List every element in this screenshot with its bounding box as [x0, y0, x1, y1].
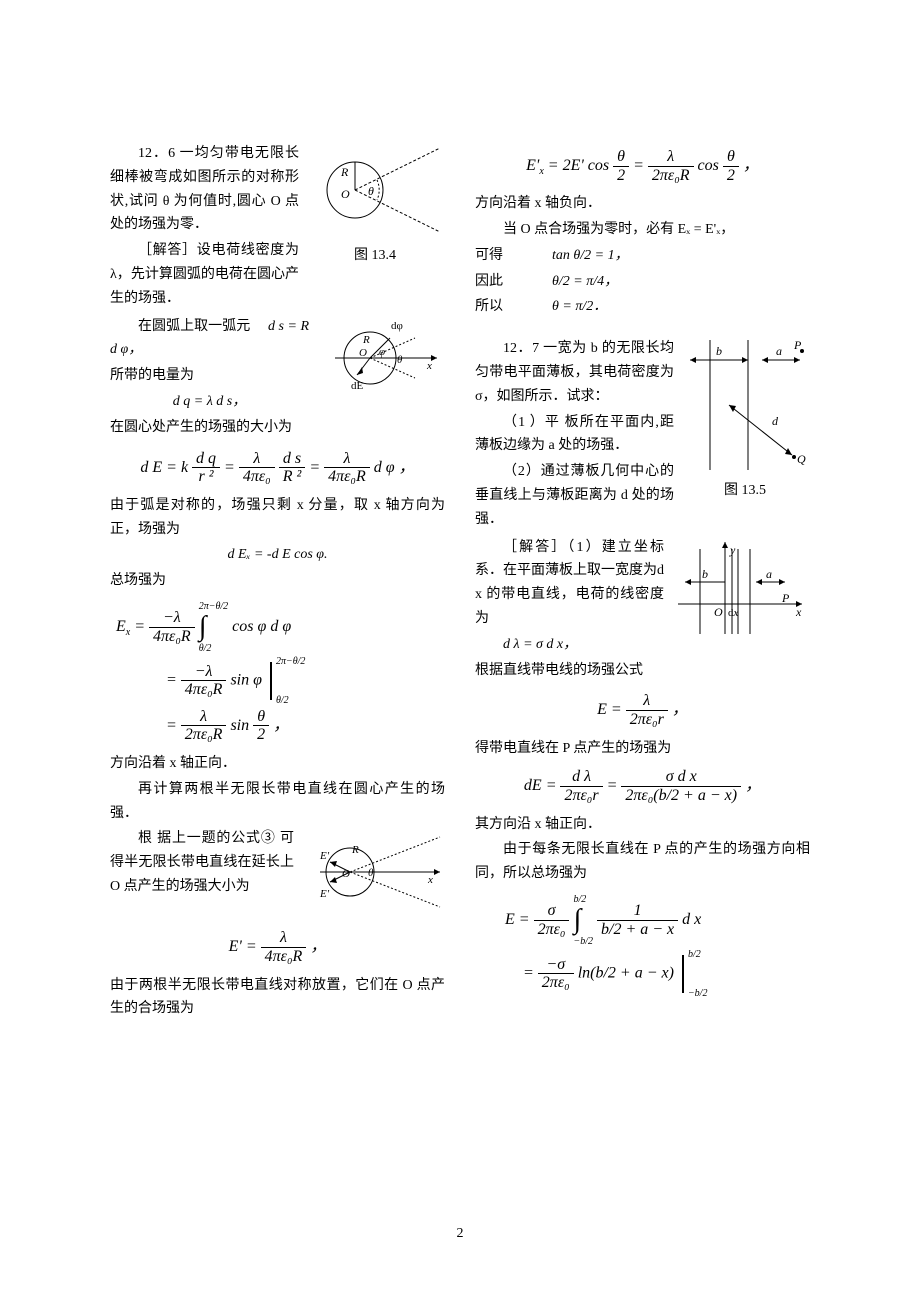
svg-text:φ: φ — [379, 346, 385, 358]
svg-text:y: y — [729, 543, 736, 557]
page-number: 2 — [457, 1226, 464, 1242]
result-theta2: 因此 θ/2 = π/4， — [475, 270, 810, 294]
figure-arc-element: R O φ θ x dφ dE — [315, 313, 445, 403]
svg-text:θ: θ — [368, 867, 374, 879]
svg-text:R: R — [362, 334, 370, 346]
svg-text:P: P — [793, 338, 802, 352]
svg-text:R: R — [351, 844, 359, 856]
svg-text:dE: dE — [351, 380, 364, 392]
lines-intro: 再计算两根半无限长带电直线在圆心产生的场强． — [110, 778, 445, 826]
svg-text:R: R — [340, 165, 349, 179]
fig-13-4-caption: 图 13.4 — [305, 244, 445, 264]
result-tan: 可得 tan θ/2 = 1， — [475, 244, 810, 268]
svg-text:Q: Q — [797, 452, 806, 466]
figure-lines: R O θ x E' E' — [300, 827, 445, 917]
svg-text:a: a — [776, 344, 782, 358]
result-theta: 所以 θ = π/2． — [475, 295, 810, 319]
atP-intro: 得带电直线在 P 点产生的场强为 — [475, 737, 810, 761]
svg-text:O: O — [342, 868, 350, 880]
zero-cond: 当 O 点合场强为零时，必有 Eₓ = E'ₓ， — [475, 218, 810, 242]
Ex-line3: = λ2πε₀R sin θ2 ， — [110, 708, 445, 744]
field-intro: 在圆心处产生的场强的大小为 — [110, 416, 445, 440]
dir3: 其方向沿 x 轴正向． — [475, 813, 810, 837]
dE-P-eq: dE = d λ2πε₀r = σ d x2πε₀(b/2 + a − x) ， — [475, 768, 810, 804]
svg-text:P: P — [781, 591, 790, 605]
svg-text:O: O — [714, 605, 723, 619]
svg-text:x: x — [795, 605, 802, 619]
Ex-line2: = −λ4πε₀R sin φ 2π−θ/2θ/2 — [110, 662, 445, 700]
svg-text:x: x — [427, 874, 433, 886]
fig-13-5-caption: 图 13.5 — [680, 479, 810, 499]
svg-text:E': E' — [319, 888, 330, 900]
svg-text:a: a — [766, 567, 772, 581]
left-column: R O θ 图 13.4 12．6 一均匀带电无限长细棒被弯成如图所示的对称形状… — [110, 140, 445, 1023]
svg-text:x: x — [426, 360, 432, 372]
right-column: E'x = 2E' cos θ2 = λ2πε₀R cos θ2 ， 方向沿着 … — [475, 140, 810, 1023]
svg-text:b: b — [716, 344, 722, 358]
svg-text:O: O — [341, 187, 350, 201]
svg-text:θ: θ — [397, 354, 403, 366]
figure-13-4: R O θ 图 13.4 — [305, 140, 445, 274]
svg-text:θ: θ — [368, 184, 374, 198]
line-field-intro: 根据直线带电线的场强公式 — [475, 659, 810, 683]
svg-text:b: b — [702, 567, 708, 581]
E-ln: = −σ2πε₀ ln(b/2 + a − x) b/2−b/2 — [475, 955, 810, 993]
Ex-line1: Ex = −λ4πε₀R 2π−θ/2∫θ/2 cos φ d φ — [110, 601, 445, 654]
each-line: 由于每条无限长直线在 P 点的产生的场强方向相同，所以总场强为 — [475, 838, 810, 886]
figure-coord: y x O b a dx P — [670, 534, 810, 644]
dE-equation: d E = k d qr ² = λ4πε₀ d sR ² = λ4πε₀R d… — [110, 450, 445, 486]
svg-text:dφ: dφ — [391, 320, 403, 332]
figure-13-5: P Q b a d 图 13.5 — [680, 335, 810, 509]
svg-text:dx: dx — [728, 607, 739, 619]
sym-line: 由于弧是对称的，场强只剩 x 分量，取 x 轴方向为正，场强为 — [110, 494, 445, 542]
Exprime-eq: E'x = 2E' cos θ2 = λ2πε₀R cos θ2 ， — [475, 148, 810, 184]
dir-line: 方向沿着 x 轴正向． — [110, 752, 445, 776]
total-intro: 总场强为 — [110, 569, 445, 593]
E-integral: E = σ2πε₀ b/2∫−b/2 1b/2 + a − x d x — [475, 894, 810, 947]
svg-text:O: O — [359, 347, 367, 359]
Eprime-eq: E' = λ4πε₀R ， — [110, 929, 445, 965]
dEx-eq: d Eₓ = -d E cos φ. — [110, 543, 445, 567]
dir2: 方向沿着 x 轴负向． — [475, 192, 810, 216]
sym-place: 由于两根半无限长带电直线对称放置，它们在 O 点产生的合场强为 — [110, 974, 445, 1022]
svg-text:d: d — [772, 414, 779, 428]
svg-text:E': E' — [319, 850, 330, 862]
E-line-eq: E = λ2πε₀r ， — [475, 692, 810, 728]
